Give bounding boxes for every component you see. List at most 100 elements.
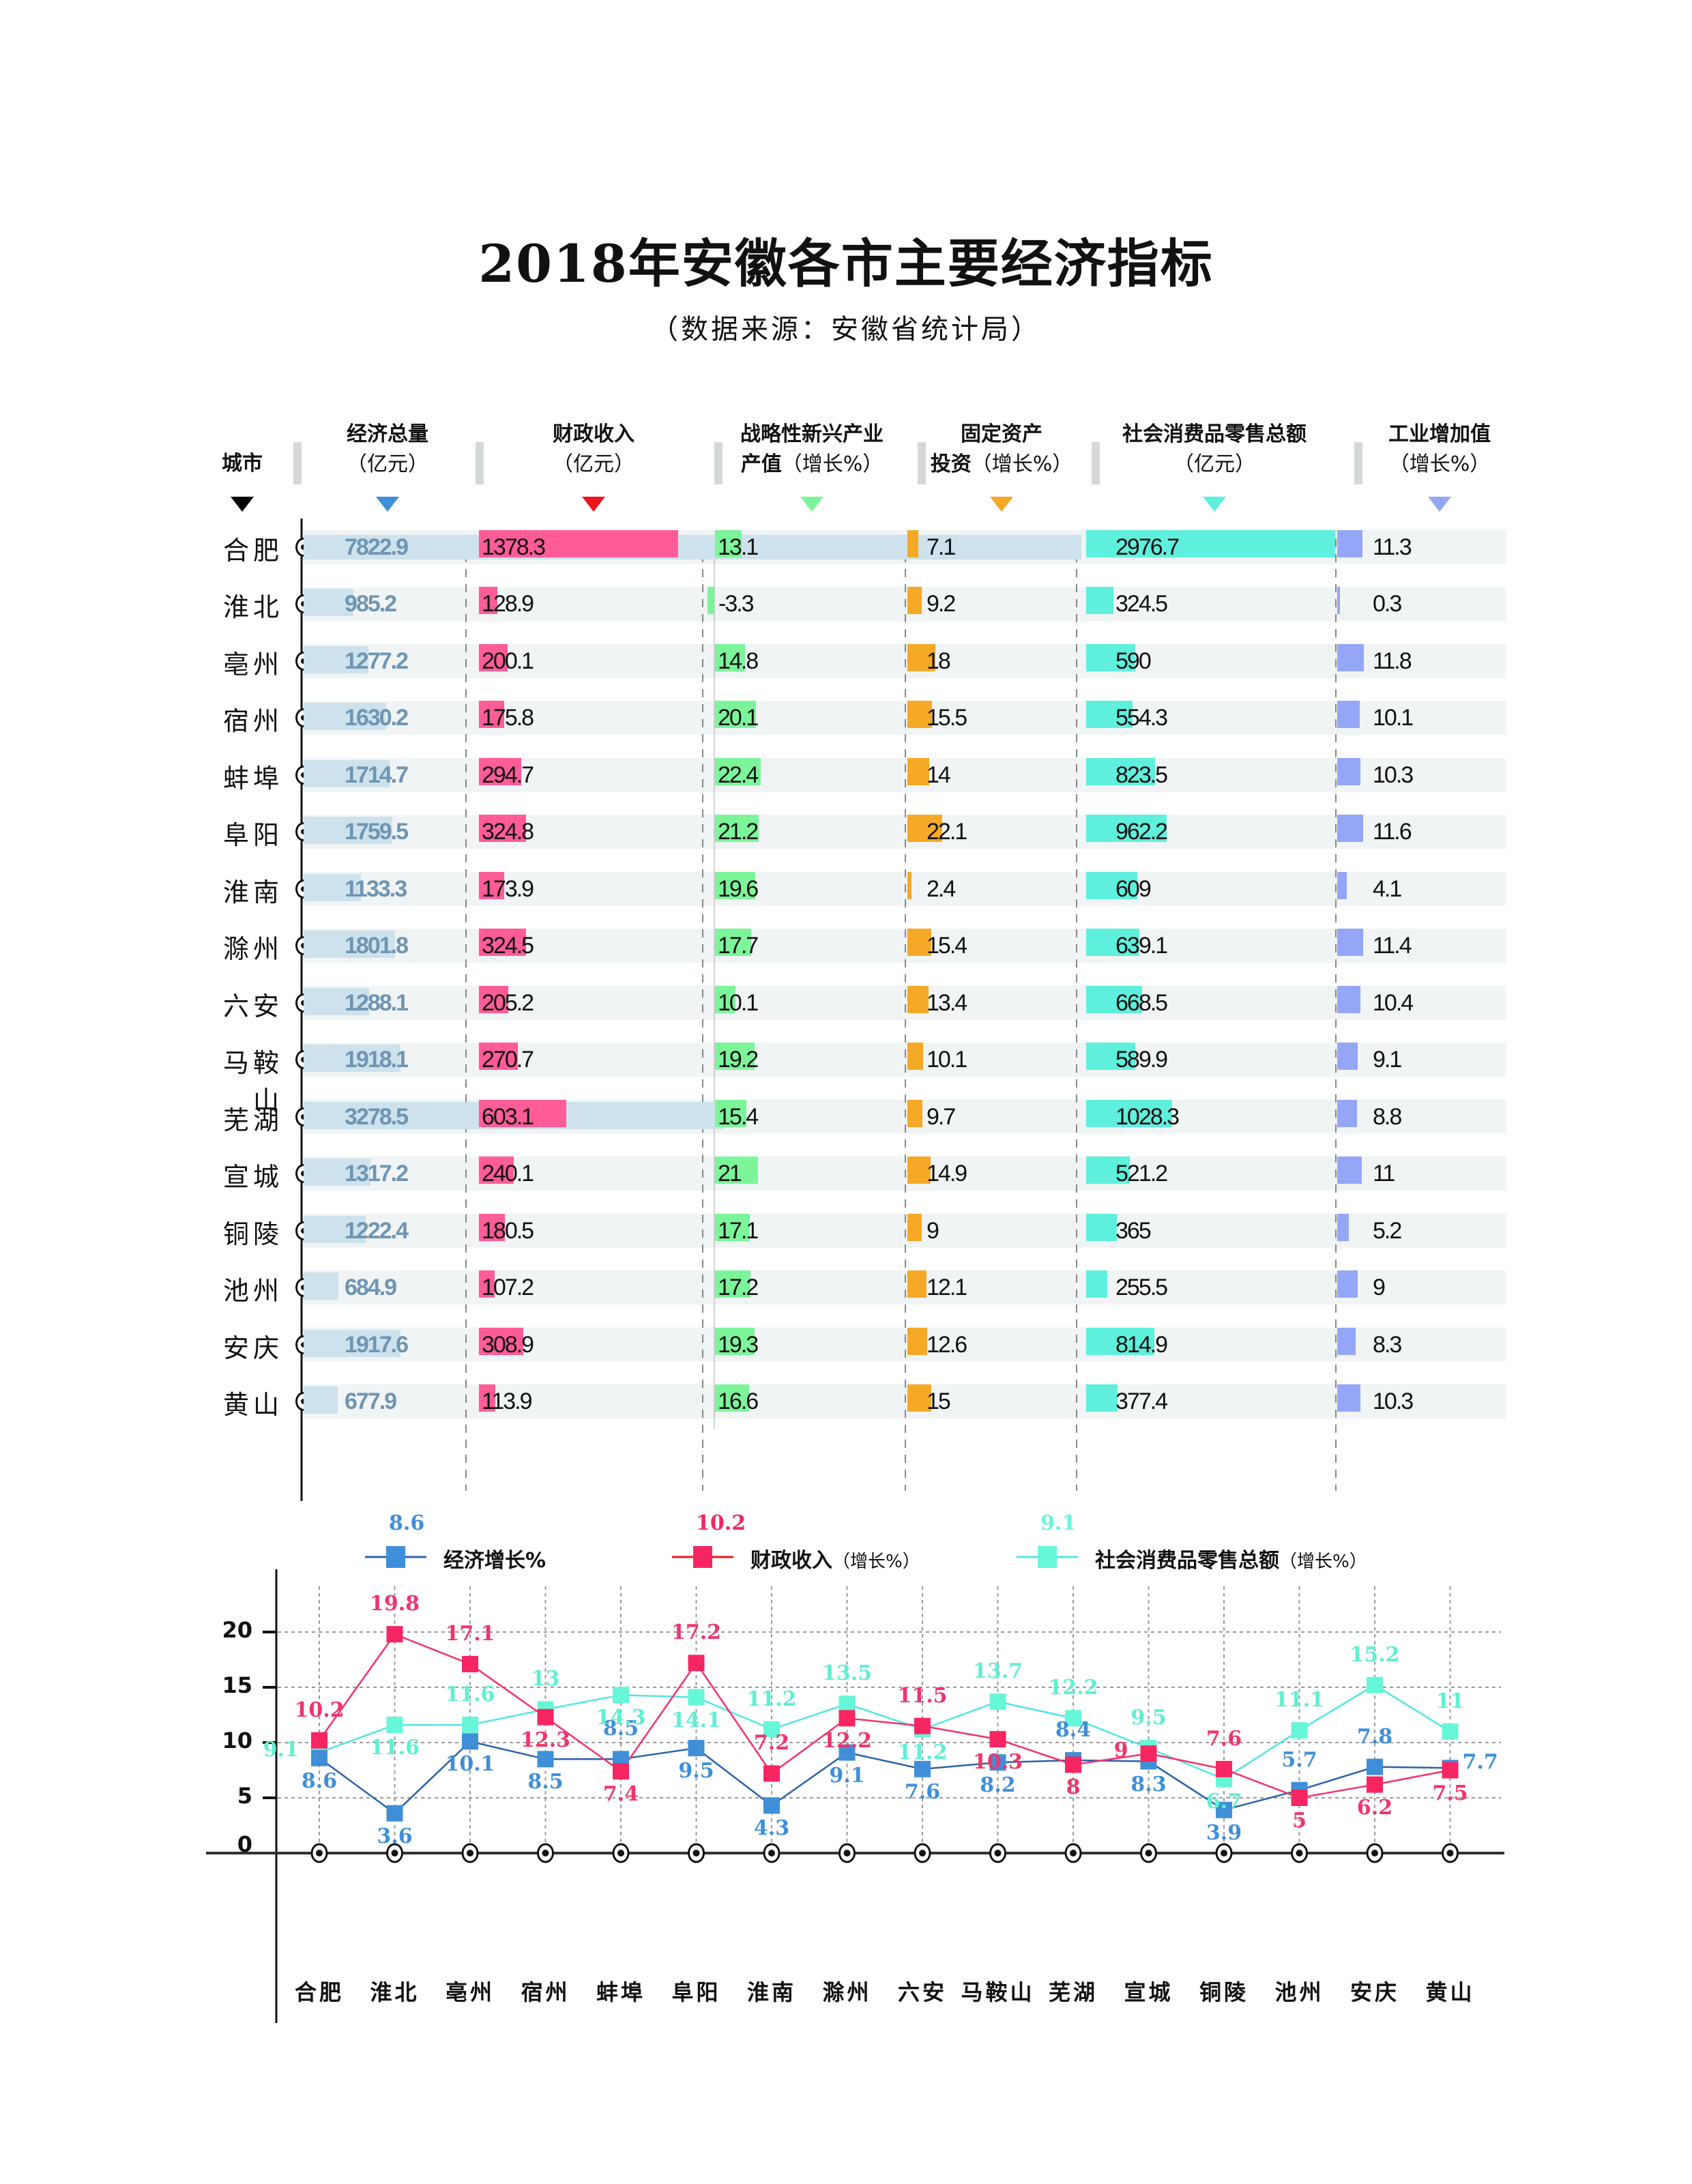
data-label: 7.8 [1356,1724,1393,1749]
data-point-marker [688,1740,705,1757]
retail-bar [1086,701,1133,729]
retail-value: 324.5 [1115,591,1168,617]
data-label: 8 [1066,1775,1081,1800]
row-background [302,1270,1506,1305]
gdp-bar [304,1272,338,1300]
revenue-value: 294.7 [482,761,534,788]
column-marker-triangle-icon [1428,497,1451,512]
data-point-marker [763,1765,780,1782]
data-label: 13.5 [821,1661,873,1686]
retail-bar [1086,1327,1154,1355]
gdp-value: 1317.2 [345,1161,409,1187]
industry-bar [1337,1213,1350,1241]
retail-value: 521.2 [1115,1161,1168,1187]
x-axis-city-label: 安庆 [1350,1979,1399,2005]
revenue-bar [479,1043,519,1071]
gdp-bar [304,589,354,617]
emerging-value: 20.1 [718,705,759,731]
retail-value: 962.2 [1115,819,1168,845]
column-marker-triangle-icon [231,497,254,512]
industry-bar [1337,757,1360,785]
x-axis-city-label: 淮北 [370,1979,420,2005]
series-line-0 [319,1741,1450,1815]
x-axis-city-label: 池州 [1274,1979,1324,2005]
gdp-value: 1630.2 [345,705,409,731]
data-label: 14.3 [596,1706,646,1730]
data-label: 19.8 [369,1592,420,1616]
city-marker-icon [1291,1843,1308,1863]
emerging-bar [715,1213,750,1241]
column-header-subtitle: （亿元） [481,450,706,480]
retail-bar [1086,929,1140,957]
data-point-marker [386,1717,403,1734]
revenue-bar [479,815,526,843]
column-header-retail: 社会消费品零售总额 （亿元） [1092,420,1337,480]
data-label: 7.6 [904,1779,941,1804]
data-label: 9.1 [263,1737,299,1762]
gdp-value: 677.9 [345,1388,397,1415]
data-point-marker [989,1731,1006,1748]
data-point-marker [688,1655,705,1672]
data-point-marker [1216,1760,1232,1777]
data-label: 9.5 [678,1759,714,1783]
header-separator [1092,442,1100,484]
industry-value: 9 [1373,1275,1386,1301]
retail-value: 639.1 [1115,933,1168,959]
fixed-invest-value: 18 [927,647,951,674]
revenue-bar [479,985,509,1013]
revenue-value: 1378.3 [482,534,546,560]
data-point-marker [462,1655,478,1672]
emerging-bar [708,587,714,615]
retail-value: 609 [1115,875,1152,902]
x-axis-city-label: 铜陵 [1199,1979,1249,2005]
data-label: 12.3 [520,1728,571,1752]
y-tick-label: 10 [222,1728,252,1753]
data-label: 3.9 [1206,1820,1242,1845]
legend-sample-value: 10.2 [696,1511,746,1535]
industry-value: 8.8 [1373,1103,1402,1130]
retail-bar [1086,815,1167,843]
column-marker-triangle-icon [990,497,1013,512]
legend-suffix: （增长%） [832,1552,920,1572]
industry-value: 5.2 [1373,1217,1402,1244]
data-point-marker [613,1687,629,1704]
fixed-invest-value: 15.5 [927,705,967,731]
data-point-marker [311,1732,327,1749]
gdp-bar [304,873,362,901]
city-name: 亳州 [222,649,283,680]
gdp-bar [304,703,386,731]
city-name: 阜阳 [222,820,283,851]
fixed-invest-value: 13.4 [927,989,967,1016]
data-point-marker [1140,1745,1157,1762]
gdp-bar [304,987,369,1015]
gdp-bar [304,645,368,673]
fixed-invest-value: 9.2 [927,591,956,617]
gdp-value: 1222.4 [345,1217,409,1244]
data-point-marker [1442,1762,1459,1779]
legend-label: 经济增长% [443,1543,546,1573]
emerging-bar [715,1099,747,1127]
data-point-marker [537,1751,554,1768]
fixed-invest-bar [907,1156,931,1184]
revenue-bar [479,1270,495,1298]
gdp-bar [304,931,395,959]
data-label: 6.2 [1356,1795,1393,1820]
header-separator [1354,442,1362,484]
data-label: 7.4 [602,1782,639,1807]
retail-value: 2976.7 [1115,534,1180,560]
header-separator [918,442,926,484]
data-label: 11 [1435,1689,1465,1713]
data-label: 5 [1292,1809,1307,1833]
legend-name: 社会消费品零售总额 [1095,1549,1279,1573]
emerging-bar [715,1327,755,1355]
x-axis-city-label: 蚌埠 [596,1979,645,2005]
city-marker-icon [1366,1843,1384,1863]
data-point-marker [462,1717,478,1734]
emerging-value: 17.1 [718,1217,759,1244]
industry-value: 11.3 [1373,534,1412,560]
y-tick-label: 20 [222,1617,252,1643]
emerging-bar [715,871,755,899]
revenue-value: 603.1 [482,1103,534,1130]
data-label: 7.7 [1462,1750,1498,1775]
emerging-value: 17.2 [718,1275,759,1301]
